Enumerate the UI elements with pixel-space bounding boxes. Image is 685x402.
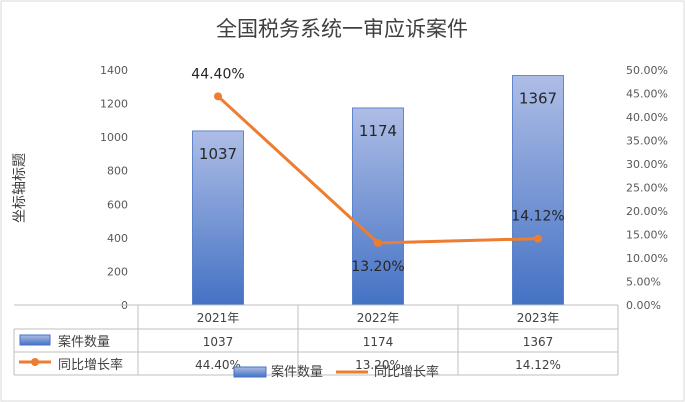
right-tick-label: 10.00% [626, 252, 668, 265]
line-data-label: 13.20% [351, 259, 404, 275]
left-tick-label: 200 [107, 265, 128, 278]
right-tick-label: 50.00% [626, 64, 668, 77]
table-cell: 1174 [363, 335, 394, 349]
line-point [534, 234, 542, 243]
line-point [214, 92, 222, 101]
table-line-key-point [31, 358, 39, 366]
left-tick-label: 600 [107, 198, 128, 211]
category-label: 2023年 [517, 311, 560, 325]
table-bar-key [19, 334, 51, 346]
bar-data-label: 1174 [359, 122, 397, 140]
right-tick-label: 25.00% [626, 182, 668, 195]
table-row-header: 同比增长率 [58, 357, 123, 373]
table-cell: 13.20% [355, 358, 401, 372]
bar-data-label: 1037 [199, 145, 237, 163]
legend-label: 案件数量 [271, 365, 323, 380]
right-tick-label: 45.00% [626, 88, 668, 101]
legend: 案件数量 同比增长率 [233, 364, 439, 380]
right-tick-label: 20.00% [626, 205, 668, 218]
line-data-label: 14.12% [511, 209, 564, 225]
right-tick-label: 40.00% [626, 111, 668, 124]
legend-label: 同比增长率 [374, 364, 439, 380]
right-tick-label: 5.00% [626, 276, 661, 289]
left-tick-label: 400 [107, 232, 128, 245]
table-cell: 1367 [523, 335, 554, 349]
right-tick-label: 35.00% [626, 135, 668, 148]
chart-title: 全国税务系统一审应诉案件 [216, 17, 468, 41]
y-axis-title: 坐标轴标题 [12, 153, 28, 223]
right-tick-label: 30.00% [626, 158, 668, 171]
legend-bar-key [233, 366, 267, 378]
table-cell: 1037 [203, 335, 234, 349]
right-tick-label: 15.00% [626, 229, 668, 242]
right-axis: 0.00% 5.00% 10.00% 15.00% 20.00% 25.00% 30.00%… [626, 64, 668, 312]
left-tick-label: 1400 [100, 64, 128, 77]
table-cell: 14.12% [515, 358, 561, 372]
right-tick-label: 0.00% [626, 299, 661, 312]
table-row-header: 案件数量 [58, 335, 110, 350]
line-series: 44.40% 13.20% 14.12% [191, 66, 564, 275]
category-label: 2021年 [197, 311, 240, 325]
left-tick-label: 1000 [100, 131, 128, 144]
bar [512, 75, 564, 306]
category-label: 2022年 [357, 311, 400, 325]
line-data-label: 44.40% [191, 66, 244, 82]
left-tick-label: 800 [107, 165, 128, 178]
table-cell: 44.40% [195, 358, 241, 372]
bar-data-label: 1367 [519, 90, 557, 108]
left-tick-label: 1200 [100, 98, 128, 111]
line-point [374, 238, 382, 247]
